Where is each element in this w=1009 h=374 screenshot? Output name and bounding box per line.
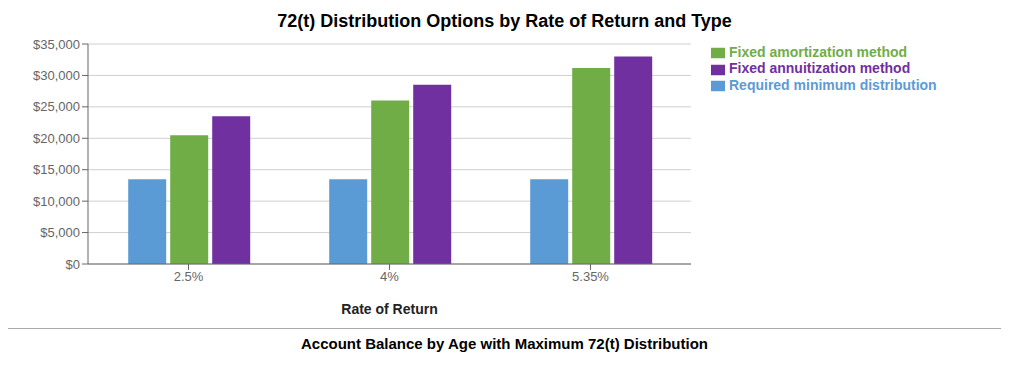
svg-text:4%: 4% bbox=[380, 269, 399, 284]
svg-text:$5,000: $5,000 bbox=[40, 225, 80, 240]
html-text:Required minimum distribution: Required minimum distribution bbox=[729, 76, 937, 93]
svg-text:5.35%: 5.35% bbox=[572, 269, 609, 284]
svg-text:$0: $0 bbox=[66, 257, 80, 272]
svg-text:$30,000: $30,000 bbox=[33, 68, 80, 83]
svg-text:$20,000: $20,000 bbox=[33, 131, 80, 146]
svg-text:$15,000: $15,000 bbox=[33, 162, 80, 177]
svg-text:$10,000: $10,000 bbox=[33, 194, 80, 209]
html-text:72(t) Distribution Options by: 72(t) Distribution Options by Rate of Re… bbox=[277, 11, 732, 31]
svg-text:$35,000: $35,000 bbox=[33, 37, 80, 52]
html-text:Account Balance by Age with Ma: Account Balance by Age with Maximum 72(t… bbox=[301, 335, 708, 352]
svg-text:Rate of Return: Rate of Return bbox=[341, 301, 437, 317]
svg-text:$25,000: $25,000 bbox=[33, 99, 80, 114]
html-text:Fixed annuitization method: Fixed annuitization method bbox=[729, 60, 911, 77]
svg-text:2.5%: 2.5% bbox=[174, 269, 204, 284]
html-text:Fixed amortization method: Fixed amortization method bbox=[729, 44, 908, 60]
